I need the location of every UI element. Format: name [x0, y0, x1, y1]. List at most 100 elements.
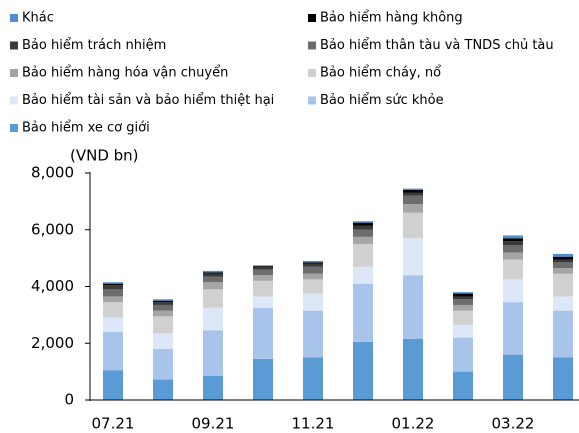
legend-swatch [10, 69, 18, 77]
bar-segment [403, 204, 423, 213]
bar-segment [203, 273, 223, 277]
bar-segment [253, 358, 273, 400]
bar-segment [503, 241, 523, 246]
bar-segment [403, 338, 423, 400]
x-tick-label: 07.21 [92, 415, 135, 433]
bar-segment [153, 300, 173, 303]
bar-segment [153, 299, 173, 301]
bar-segment [553, 256, 573, 260]
bar-segment [353, 229, 373, 237]
bar-segment [453, 292, 473, 294]
bar-segment [303, 279, 323, 294]
bar-segment [453, 337, 473, 372]
bar-segment [253, 296, 273, 308]
bar-segment [453, 310, 473, 325]
bar-segment [153, 302, 173, 305]
bar-segment [203, 375, 223, 400]
bar-segment [553, 357, 573, 400]
bar-segment [453, 299, 473, 305]
bar-segment [303, 273, 323, 280]
bar-segment [153, 310, 173, 317]
legend-swatch [10, 14, 18, 22]
bar-segment [153, 304, 173, 311]
legend-swatch [10, 124, 18, 132]
legend-swatch [10, 41, 18, 50]
bar-segment [253, 269, 273, 276]
bar-segment [403, 275, 423, 339]
bar-segment [103, 282, 123, 284]
bar-segment [403, 212, 423, 239]
bar-segment [353, 341, 373, 400]
bar-segment [503, 302, 523, 355]
bar-segment [153, 316, 173, 334]
bar-segment [303, 310, 323, 358]
bar-segment [153, 333, 173, 349]
bar-segment [503, 238, 523, 242]
bar-segment [503, 245, 523, 253]
bar-segment [303, 263, 323, 267]
bar-segment [303, 260, 323, 263]
bar-segment [553, 296, 573, 311]
bar-segment [553, 273, 573, 297]
bar-segment [103, 283, 123, 286]
bar-segment [103, 285, 123, 290]
bar-segment [353, 243, 373, 267]
bar-segment [253, 266, 273, 270]
legend-label: Khác [22, 11, 54, 26]
bar-segment [203, 276, 223, 283]
x-tick-label: 01.22 [392, 415, 435, 433]
bar-segment [453, 296, 473, 300]
legend-label: Bảo hiểm hàng không [320, 11, 463, 26]
legend-swatch [308, 96, 316, 105]
bar-segment [553, 253, 573, 257]
legend-swatch [10, 96, 18, 105]
legend-label: Bảo hiểm xe cơ giới [22, 121, 150, 136]
x-tick-label: 11.21 [292, 415, 335, 433]
bar-segment [153, 379, 173, 400]
bar-segment [303, 293, 323, 311]
bar-segment [403, 238, 423, 276]
bar-segment [403, 195, 423, 205]
bar-segment [353, 283, 373, 342]
bar-segment [253, 265, 273, 266]
bar-segment [203, 330, 223, 376]
bar-segment [203, 272, 223, 274]
bar-segment [553, 310, 573, 358]
bar-segment [253, 280, 273, 297]
legend-label: Bảo hiểm hàng hóa vận chuyển [22, 66, 228, 81]
bar-segment [103, 370, 123, 400]
bar-segment [353, 221, 373, 223]
bar-segment [353, 266, 373, 284]
bar-segment [103, 331, 123, 371]
bar-segment [153, 348, 173, 380]
bar-segment [503, 259, 523, 280]
bar-segment [103, 317, 123, 332]
y-tick-label: 2,000 [31, 334, 74, 352]
bar-segment [203, 270, 223, 273]
bar-segment [253, 307, 273, 359]
x-tick-label: 09.21 [192, 415, 235, 433]
bar-segment [403, 192, 423, 196]
bar-segment [203, 289, 223, 308]
bar-segment [103, 296, 123, 303]
bar-segment [203, 282, 223, 290]
legend-swatch [308, 14, 316, 22]
legend-swatch [308, 69, 316, 77]
legend-swatch [308, 41, 316, 50]
y-axis-label: (VND bn) [70, 147, 139, 165]
y-tick-label: 6,000 [31, 220, 74, 238]
bar-segment [303, 262, 323, 264]
y-tick-label: 8,000 [31, 164, 74, 182]
bar-segment [453, 304, 473, 311]
x-tick-label: 03.22 [492, 415, 535, 433]
bar-segment [553, 268, 573, 274]
bar-segment [353, 222, 373, 226]
bar-segment [253, 265, 273, 267]
y-tick-label: 0 [64, 391, 74, 409]
bar-segment [353, 225, 373, 230]
bar-segment [503, 354, 523, 400]
bar-segment [203, 307, 223, 331]
bar-segment [103, 302, 123, 318]
bar-segment [303, 266, 323, 274]
